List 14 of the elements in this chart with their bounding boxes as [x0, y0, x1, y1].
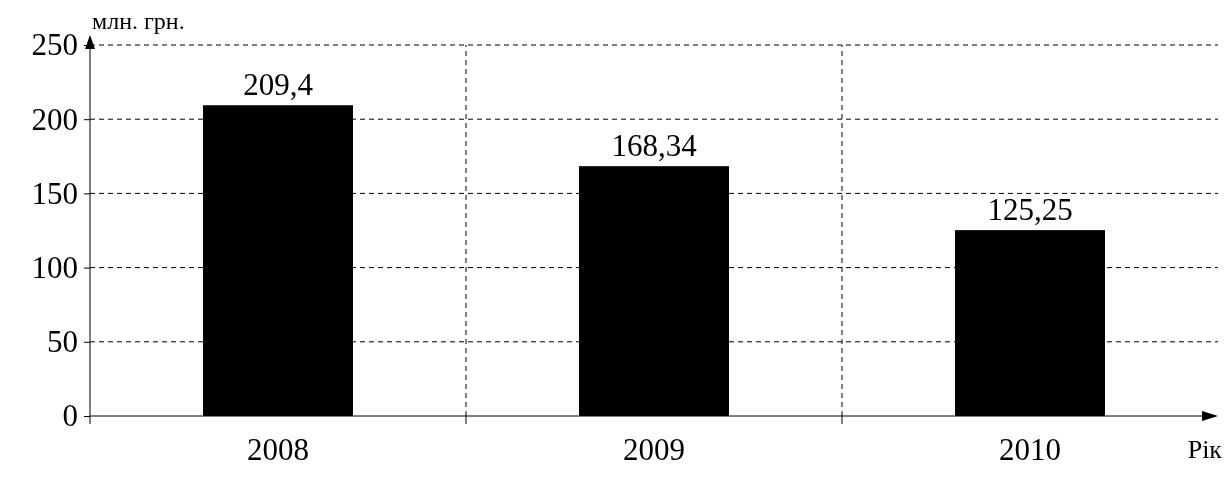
- y-tick-label: 150: [31, 175, 78, 211]
- y-tick-label: 200: [31, 101, 78, 137]
- data-label: 209,4: [243, 67, 314, 103]
- y-tick-label: 100: [31, 250, 78, 286]
- y-tick-label: 50: [47, 324, 78, 360]
- x-tick-label: 2010: [999, 432, 1061, 468]
- data-label: 168,34: [611, 128, 698, 164]
- x-tick-label: 2008: [247, 432, 309, 468]
- y-tick-label: 250: [31, 27, 78, 63]
- y-axis-title: млн. грн.: [92, 8, 185, 34]
- data-label: 125,25: [987, 192, 1073, 228]
- x-axis-title: Рік: [1187, 435, 1223, 464]
- y-tick-label: 0: [62, 398, 78, 434]
- x-tick-label: 2009: [623, 432, 685, 468]
